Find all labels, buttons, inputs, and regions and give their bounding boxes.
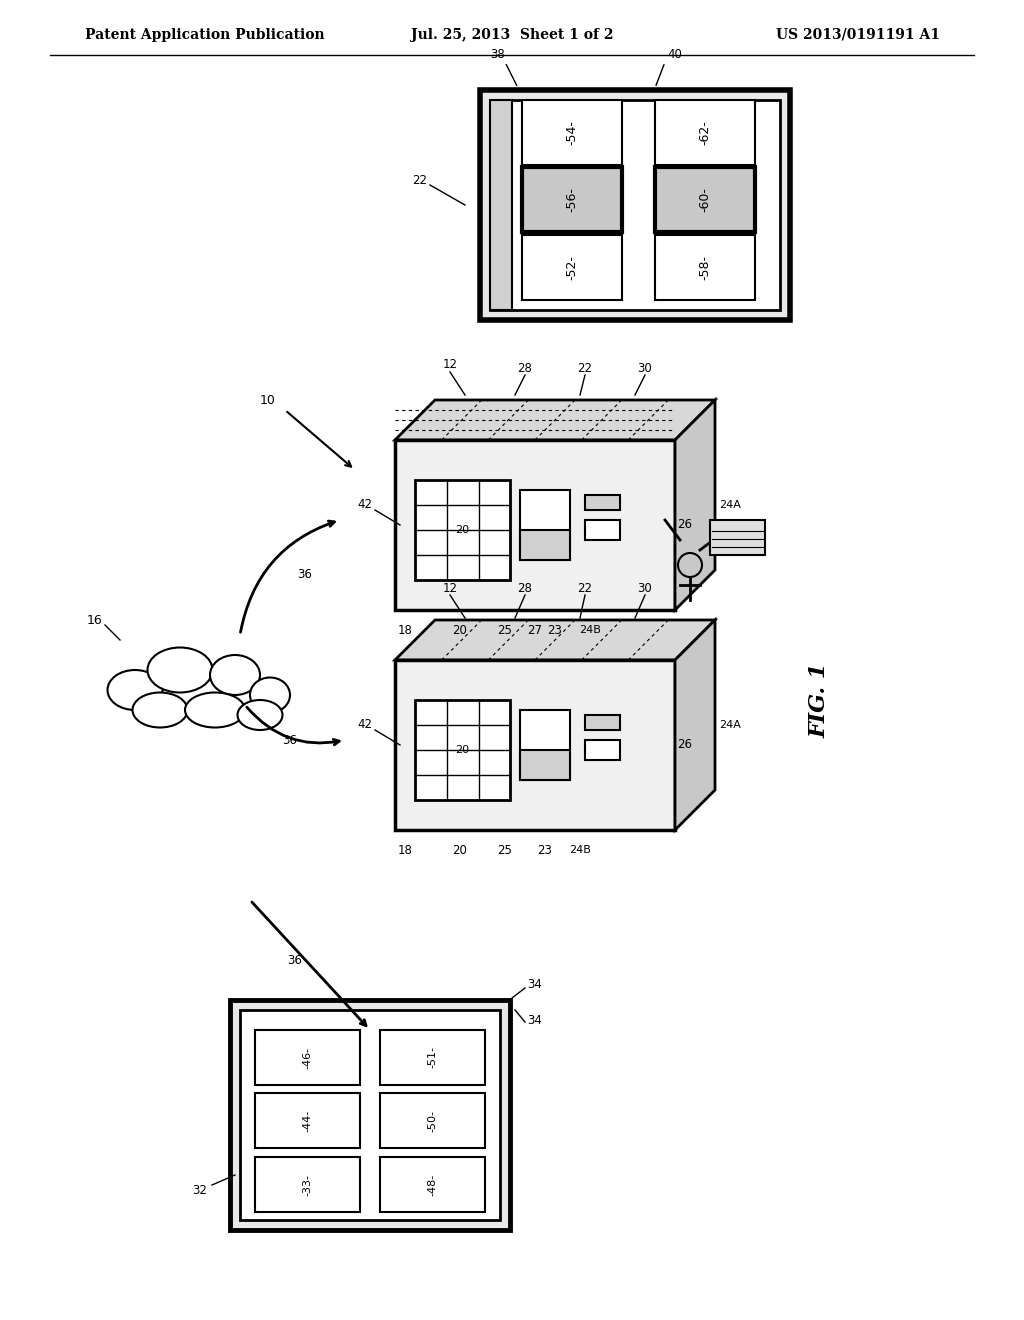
Bar [655,100,755,165]
Bar [490,100,780,310]
Text: -54-: -54- [565,120,579,145]
Text: 22: 22 [413,173,427,186]
Text: -50-: -50- [427,1110,437,1131]
Bar [585,495,620,510]
Text: -52-: -52- [565,255,579,280]
Text: 34: 34 [527,1014,543,1027]
Bar [520,750,570,780]
Text: 24A: 24A [719,719,741,730]
Text: 24B: 24B [569,845,591,855]
Text: 23: 23 [548,623,562,636]
Text: 28: 28 [517,582,532,594]
Bar [522,100,622,165]
Polygon shape [675,620,715,830]
Bar [415,700,510,800]
Text: 26: 26 [678,519,692,532]
Text: 12: 12 [442,582,458,594]
Bar [255,1158,360,1212]
Text: -56-: -56- [565,187,579,213]
Text: 40: 40 [668,49,682,62]
Bar [522,235,622,300]
Text: 22: 22 [578,582,593,594]
Ellipse shape [185,693,245,727]
Bar [520,531,570,560]
Bar [655,235,755,300]
Bar [230,1001,510,1230]
Text: 20: 20 [453,623,467,636]
Bar [490,100,512,310]
Text: 18: 18 [397,843,413,857]
Ellipse shape [147,648,213,693]
Text: 20: 20 [455,525,469,535]
Bar [585,741,620,760]
Text: 20: 20 [453,843,467,857]
Text: -48-: -48- [427,1173,437,1196]
Text: 10: 10 [260,393,275,407]
Ellipse shape [250,677,290,713]
Bar [710,520,765,554]
Text: 18: 18 [397,623,413,636]
Text: Patent Application Publication: Patent Application Publication [85,28,325,42]
Bar [240,1010,500,1220]
Text: 34: 34 [527,978,543,991]
Bar [380,1158,485,1212]
Text: 42: 42 [357,718,373,731]
Bar [520,710,570,780]
Text: FIG. 1: FIG. 1 [809,663,831,738]
Bar [380,1093,485,1148]
Bar [480,90,790,319]
Ellipse shape [132,693,187,727]
Text: 23: 23 [538,843,552,857]
Text: 25: 25 [498,623,512,636]
Text: 24B: 24B [579,624,601,635]
Text: 20: 20 [455,744,469,755]
Text: 24A: 24A [719,500,741,510]
Text: 36: 36 [298,569,312,582]
Bar [255,1093,360,1148]
Text: -51-: -51- [427,1047,437,1068]
Bar [655,168,755,232]
Text: -60-: -60- [698,187,712,213]
Text: -33-: -33- [302,1173,312,1196]
Polygon shape [395,620,715,660]
Text: 16: 16 [87,614,102,627]
Text: 42: 42 [357,499,373,511]
Text: 36: 36 [283,734,297,747]
Bar [585,520,620,540]
Bar [415,480,510,579]
Bar [520,490,570,560]
Bar [255,1030,360,1085]
Polygon shape [675,400,715,610]
Text: -62-: -62- [698,120,712,145]
Text: 30: 30 [638,362,652,375]
Bar [585,715,620,730]
Text: 26: 26 [678,738,692,751]
Text: 38: 38 [490,49,506,62]
Text: -44-: -44- [302,1109,312,1131]
Text: -46-: -46- [302,1047,312,1069]
Text: 25: 25 [498,843,512,857]
Bar [522,168,622,232]
Ellipse shape [210,655,260,696]
Bar [395,440,675,610]
Text: 32: 32 [193,1184,208,1196]
Text: 28: 28 [517,362,532,375]
Polygon shape [395,400,715,440]
Text: -58-: -58- [698,255,712,280]
Bar [395,660,675,830]
Text: Jul. 25, 2013  Sheet 1 of 2: Jul. 25, 2013 Sheet 1 of 2 [411,28,613,42]
Text: 36: 36 [288,953,302,966]
Text: US 2013/0191191 A1: US 2013/0191191 A1 [776,28,940,42]
Ellipse shape [238,700,283,730]
Text: 12: 12 [442,359,458,371]
Bar [380,1030,485,1085]
Text: 27: 27 [527,623,543,636]
Ellipse shape [108,671,163,710]
Text: 30: 30 [638,582,652,594]
Text: 22: 22 [578,362,593,375]
